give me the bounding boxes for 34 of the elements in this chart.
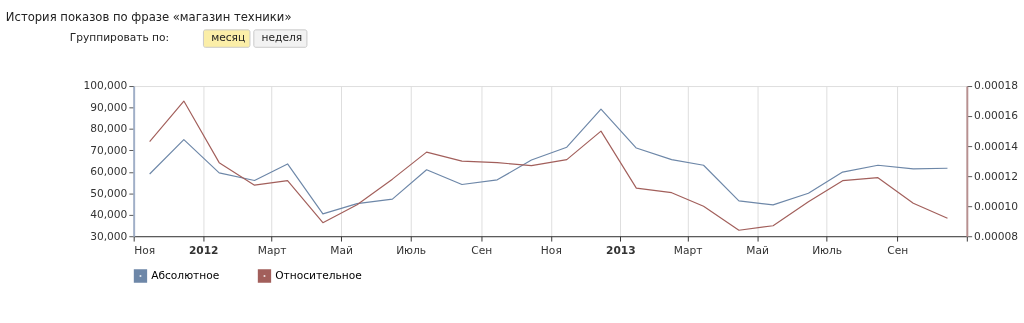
legend-label: Относительное [275,268,362,282]
y2-tick-label: 0.00018 [974,79,1019,93]
y-tick-label: 70,000 [90,143,128,157]
text: Группировать по: [69,31,170,45]
x-tick-label: Сен [471,244,493,258]
y-tick-label: 60,000 [90,165,128,179]
x-tick-label: 2013 [606,244,636,258]
x-tick-label: Март [257,244,287,258]
x-tick-label: Март [673,244,703,258]
y-tick-label: 90,000 [90,100,128,114]
y2-tick-label: 0.00014 [974,139,1019,153]
y-tick-label: 100,000 [83,79,128,93]
y-tick-label: 50,000 [90,186,128,200]
y2-tick-label: 0.00008 [974,229,1019,243]
x-tick-label: Май [746,244,769,258]
y2-tick-label: 0.00016 [974,109,1019,123]
text: месяц [211,31,246,45]
x-tick-label: Сен [887,244,909,258]
chart-title: История показов по фразе «магазин техники» [5,9,292,24]
x-tick-label: Июль [396,244,427,258]
line-series [149,100,949,231]
text: неделя [261,31,303,45]
x-tick-label: Июль [812,244,843,258]
x-tick-label: Ноя [540,244,562,258]
y-tick-label: 30,000 [90,229,128,243]
x-tick-label: Ноя [134,244,156,258]
legend-label: Абсолютное [151,268,220,282]
x-tick-label: 2012 [188,244,219,258]
y2-tick-label: 0.00010 [974,199,1019,213]
y-tick-label: 80,000 [90,122,128,136]
line-series [149,108,949,215]
x-tick-label: Май [330,244,353,258]
y-tick-label: 40,000 [90,208,128,222]
y2-tick-label: 0.00012 [974,169,1019,183]
